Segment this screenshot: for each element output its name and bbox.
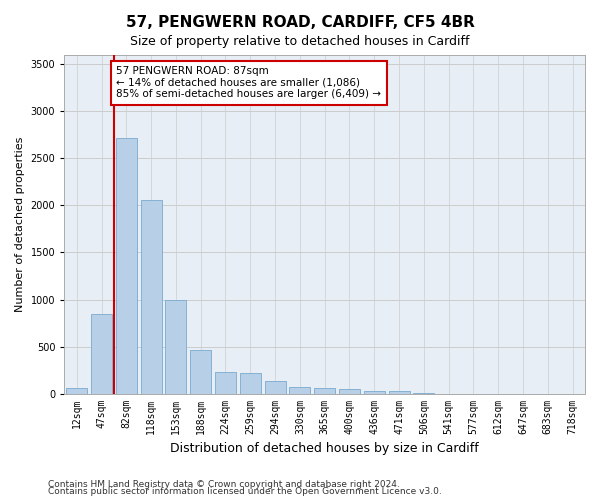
Y-axis label: Number of detached properties: Number of detached properties — [15, 136, 25, 312]
Bar — [91, 314, 112, 394]
Text: Contains HM Land Registry data © Crown copyright and database right 2024.: Contains HM Land Registry data © Crown c… — [48, 480, 400, 489]
Bar — [339, 389, 360, 394]
Bar — [389, 391, 410, 394]
Bar — [116, 138, 137, 394]
Bar — [314, 388, 335, 394]
X-axis label: Distribution of detached houses by size in Cardiff: Distribution of detached houses by size … — [170, 442, 479, 455]
Bar — [265, 381, 286, 394]
Bar — [166, 300, 187, 394]
Bar — [66, 388, 87, 394]
Text: Size of property relative to detached houses in Cardiff: Size of property relative to detached ho… — [130, 35, 470, 48]
Bar — [289, 388, 310, 394]
Bar — [364, 390, 385, 394]
Bar — [140, 200, 161, 394]
Text: 57 PENGWERN ROAD: 87sqm
← 14% of detached houses are smaller (1,086)
85% of semi: 57 PENGWERN ROAD: 87sqm ← 14% of detache… — [116, 66, 382, 100]
Text: 57, PENGWERN ROAD, CARDIFF, CF5 4BR: 57, PENGWERN ROAD, CARDIFF, CF5 4BR — [125, 15, 475, 30]
Text: Contains public sector information licensed under the Open Government Licence v3: Contains public sector information licen… — [48, 488, 442, 496]
Bar — [215, 372, 236, 394]
Bar — [240, 373, 261, 394]
Bar — [190, 350, 211, 394]
